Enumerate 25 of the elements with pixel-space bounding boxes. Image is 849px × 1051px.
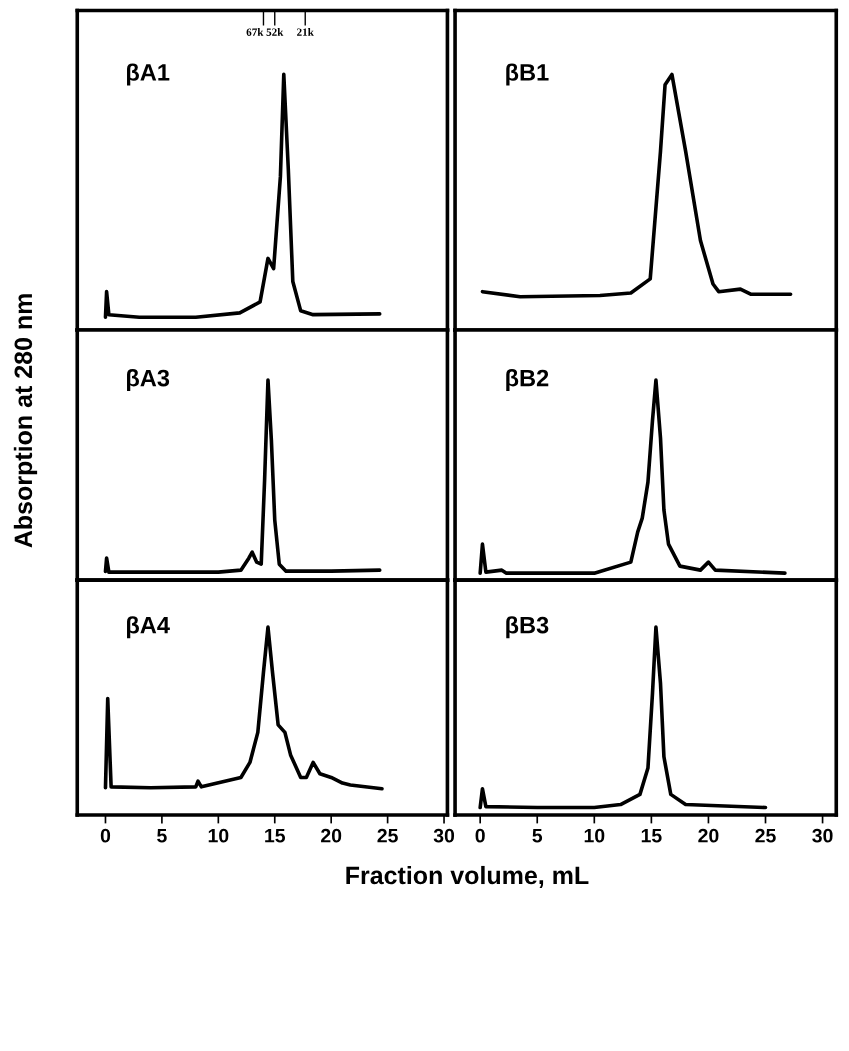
chart-title: βA4 bbox=[127, 616, 170, 639]
x-tick-label: 5 bbox=[157, 828, 167, 843]
x-axis-title: Fraction volume, mL bbox=[346, 865, 589, 888]
chart-title: βB2 bbox=[506, 369, 549, 392]
x-tick-label: 15 bbox=[641, 828, 662, 843]
x-tick-label: 15 bbox=[265, 828, 286, 843]
x-tick-label: 10 bbox=[208, 828, 229, 843]
x-tick-label: 30 bbox=[433, 828, 455, 843]
ref-line-label: 21k bbox=[297, 28, 314, 36]
x-tick-label: 30 bbox=[812, 828, 833, 843]
chart-title: βB3 bbox=[506, 616, 549, 639]
x-tick-label: 10 bbox=[584, 828, 605, 843]
chart-title: βB1 bbox=[506, 63, 549, 86]
y-axis-title: Absorption at 280 nm bbox=[13, 294, 38, 548]
ref-line-label: 67k bbox=[246, 28, 264, 36]
x-tick-label: 0 bbox=[475, 828, 485, 843]
chart-title: βA3 bbox=[127, 369, 170, 392]
chart-title: βA1 bbox=[127, 63, 170, 86]
x-tick-label: 20 bbox=[321, 828, 342, 843]
ref-line-label: 52k bbox=[266, 28, 284, 36]
x-tick-label: 20 bbox=[698, 828, 719, 843]
x-tick-label: 25 bbox=[377, 828, 398, 843]
x-tick-label: 0 bbox=[100, 828, 111, 843]
x-tick-label: 25 bbox=[755, 828, 776, 843]
x-tick-label: 5 bbox=[532, 828, 543, 843]
